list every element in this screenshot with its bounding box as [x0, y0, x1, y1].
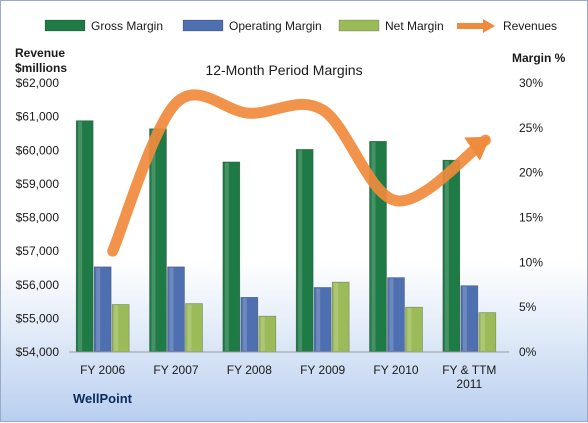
bar-highlight [260, 317, 265, 351]
bar-highlight [334, 283, 339, 351]
legend: Gross Margin Operating Margin Net Margin Re… [44, 19, 557, 33]
right-tick-label: 0% [519, 345, 537, 359]
bar-highlight [444, 161, 449, 351]
revenue-arrowhead [464, 136, 491, 161]
left-tick-label: $59,000 [16, 177, 60, 191]
bar-highlight [78, 121, 83, 351]
x-tick-label: FY 2007 [153, 363, 198, 377]
bar-highlight [187, 304, 192, 351]
x-tick-label: FY 2008 [227, 363, 272, 377]
legend-swatch [182, 19, 224, 32]
legend-label: Net Margin [385, 19, 444, 33]
brand-label: WellPoint [73, 391, 133, 406]
left-tick-label: $56,000 [16, 278, 60, 292]
left-axis-ticks: $54,000 $55,000 $56,000 $57,000 $58,000 $59,0… [16, 76, 60, 359]
right-tick-label: 30% [519, 76, 543, 90]
left-tick-label: $58,000 [16, 211, 60, 225]
bars [75, 120, 497, 353]
legend-label: Gross Margin [91, 19, 163, 33]
right-tick-label: 25% [519, 121, 543, 135]
bar-highlight [114, 305, 119, 351]
legend-swatch [44, 19, 86, 32]
legend-label: Operating Margin [229, 19, 322, 33]
chart-title: 12-Month Period Margins [205, 62, 362, 78]
right-tick-label: 10% [519, 255, 543, 269]
bar-highlight [224, 162, 229, 351]
bar-highlight [242, 298, 247, 351]
x-axis-labels: FY 2006 FY 2007 FY 2008 FY 2009 FY 2010 FY & … [80, 363, 496, 391]
revenue-line-path [107, 89, 491, 257]
bar-highlight [316, 288, 321, 351]
x-tick-label: FY & TTM 2011 [442, 363, 496, 391]
legend-label: Revenues [503, 19, 557, 33]
bar-highlight [298, 150, 303, 351]
bar-highlight [480, 313, 485, 351]
x-tick-label: FY 2010 [373, 363, 418, 377]
bar-highlight [407, 308, 412, 351]
left-tick-label: $55,000 [16, 311, 60, 325]
left-axis-label-line1: Revenue [15, 46, 65, 60]
right-axis-ticks: 0% 5% 10% 15% 20% 25% 30% [519, 76, 543, 359]
right-tick-label: 5% [519, 300, 537, 314]
right-axis-label: Margin % [512, 51, 566, 65]
left-tick-label: $61,000 [16, 110, 60, 124]
bar-highlight [96, 267, 101, 351]
legend-swatch [338, 19, 380, 32]
revenue-line [107, 89, 491, 257]
legend-swatch-arrow [483, 19, 495, 33]
bar-highlight [151, 129, 156, 351]
right-tick-label: 20% [519, 166, 543, 180]
x-tick-label: FY 2009 [300, 363, 345, 377]
bar-highlight [389, 278, 394, 351]
bar-highlight [462, 286, 467, 351]
left-axis-label-line2: $millions [15, 61, 67, 75]
left-tick-label: $57,000 [16, 244, 60, 258]
x-tick-label: FY 2006 [80, 363, 125, 377]
left-tick-label: $60,000 [16, 143, 60, 157]
left-tick-label: $62,000 [16, 76, 60, 90]
bar-highlight [371, 142, 376, 351]
left-tick-label: $54,000 [16, 345, 60, 359]
right-tick-label: 15% [519, 211, 543, 225]
bar-highlight [169, 267, 174, 351]
